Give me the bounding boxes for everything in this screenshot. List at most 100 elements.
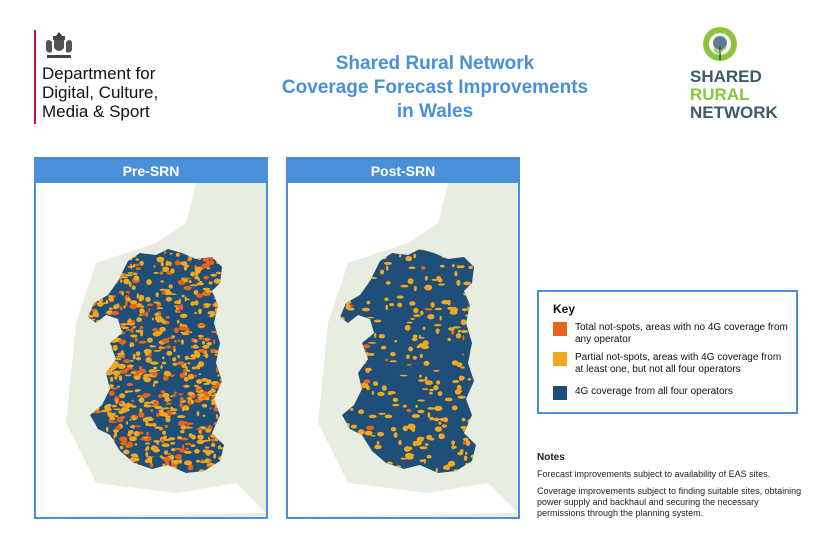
not-spot-patch	[167, 453, 171, 456]
not-spot-patch	[407, 363, 412, 366]
not-spot-patch	[120, 441, 128, 446]
not-spot-patch	[215, 414, 219, 419]
not-spot-patch	[105, 299, 109, 304]
not-spot-patch	[374, 444, 382, 450]
not-spot-patch	[166, 350, 173, 356]
not-spot-patch	[156, 256, 165, 263]
not-spot-patch	[156, 307, 164, 310]
not-spot-patch	[384, 297, 389, 302]
key-swatch-full	[553, 386, 567, 400]
not-spot-patch	[411, 337, 418, 342]
not-spot-patch	[431, 278, 438, 281]
not-spot-patch	[390, 352, 396, 357]
sea-area	[36, 183, 266, 517]
not-spot-patch	[173, 459, 180, 465]
not-spot-patch	[366, 425, 375, 431]
not-spot-patch	[417, 409, 425, 414]
not-spot-patch	[125, 297, 131, 302]
not-spot-patch	[462, 335, 465, 341]
not-spot-patch	[177, 415, 186, 419]
not-spot-patch	[386, 265, 389, 271]
not-spot-patch	[209, 313, 217, 316]
not-spot-patch	[129, 360, 134, 362]
not-spot-patch	[417, 436, 425, 440]
not-spot-patch	[134, 337, 138, 342]
not-spot-patch	[383, 261, 392, 265]
not-spot-patch	[412, 440, 418, 447]
not-spot-patch	[131, 285, 136, 290]
not-spot-patch	[134, 457, 140, 462]
not-spot-patch	[159, 271, 164, 275]
not-spot-patch	[151, 456, 154, 458]
not-spot-patch	[400, 457, 408, 460]
not-spot-patch	[125, 291, 129, 294]
not-spot-patch	[182, 405, 189, 409]
not-spot-patch	[165, 315, 170, 319]
not-spot-patch	[206, 341, 212, 346]
not-spot-patch	[132, 415, 136, 421]
not-spot-patch	[155, 330, 163, 335]
not-spot-patch	[374, 332, 377, 338]
not-spot-patch	[140, 312, 147, 316]
not-spot-patch	[172, 357, 177, 362]
not-spot-patch	[197, 381, 203, 384]
not-spot-patch	[128, 281, 132, 288]
not-spot-patch	[422, 340, 429, 346]
not-spot-patch	[161, 361, 167, 365]
not-spot-patch	[201, 378, 209, 382]
not-spot-patch	[418, 379, 426, 382]
not-spot-patch	[190, 444, 196, 447]
not-spot-patch	[448, 327, 455, 331]
not-spot-patch	[424, 443, 429, 446]
not-spot-patch	[172, 345, 176, 349]
not-spot-patch	[119, 393, 126, 399]
not-spot-patch	[174, 327, 179, 333]
not-spot-patch	[105, 426, 109, 432]
not-spot-patch	[427, 412, 431, 418]
not-spot-patch	[190, 354, 198, 358]
not-spot-patch	[421, 344, 429, 350]
srn-wordmark: SHARED RURAL NETWORK	[690, 68, 810, 122]
not-spot-patch	[145, 417, 154, 422]
not-spot-patch	[206, 465, 212, 468]
not-spot-patch	[193, 384, 199, 387]
not-spot-patch	[170, 454, 174, 459]
not-spot-patch	[212, 339, 216, 344]
not-spot-patch	[184, 442, 192, 446]
not-spot-patch	[393, 432, 398, 438]
not-spot-patch	[385, 281, 391, 285]
not-spot-patch	[131, 399, 135, 402]
not-spot-patch	[350, 424, 358, 429]
not-spot-patch	[117, 385, 120, 388]
not-spot-patch	[181, 365, 187, 368]
not-spot-patch	[209, 407, 212, 410]
not-spot-patch	[153, 350, 161, 352]
notes-title: Notes	[537, 452, 565, 463]
not-spot-patch	[397, 302, 403, 308]
not-spot-patch	[404, 446, 411, 452]
srn-word-3: NETWORK	[690, 103, 778, 122]
not-spot-patch	[206, 379, 212, 384]
not-spot-patch	[433, 324, 442, 327]
not-spot-patch	[138, 366, 143, 370]
not-spot-patch	[161, 320, 167, 324]
not-spot-patch	[125, 421, 129, 425]
not-spot-patch	[461, 308, 468, 312]
not-spot-patch	[185, 447, 190, 450]
not-spot-patch	[465, 440, 471, 446]
not-spot-patch	[443, 465, 448, 470]
not-spot-patch	[166, 345, 171, 349]
not-spot-patch	[171, 412, 177, 415]
not-spot-patch	[120, 350, 124, 356]
not-spot-patch	[389, 303, 394, 307]
not-spot-patch	[194, 311, 197, 315]
not-spot-patch	[376, 441, 380, 445]
not-spot-patch	[460, 330, 468, 333]
not-spot-patch	[457, 395, 466, 399]
not-spot-patch	[136, 317, 142, 323]
post-srn-map-label: Post-SRN	[288, 159, 518, 183]
not-spot-patch	[209, 438, 217, 442]
not-spot-patch	[186, 298, 190, 301]
not-spot-patch	[408, 266, 416, 270]
not-spot-patch	[380, 345, 387, 350]
